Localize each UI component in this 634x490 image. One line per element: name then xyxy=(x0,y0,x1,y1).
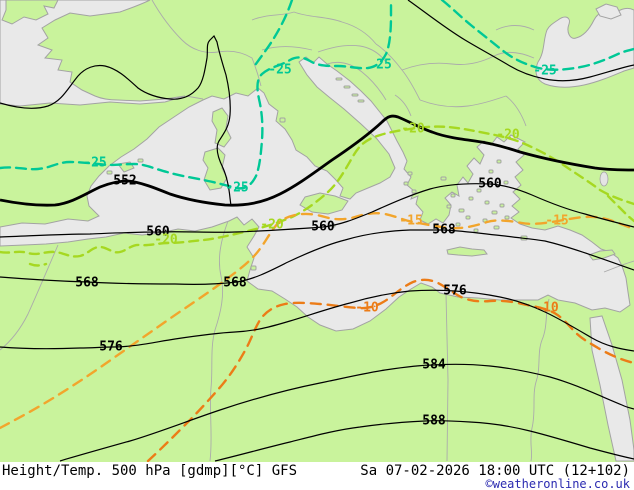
contour-label-568: 568 xyxy=(223,276,247,291)
temperature-contours xyxy=(0,0,634,462)
contour-label--25: -25 xyxy=(83,156,106,171)
contour-label-584: 584 xyxy=(422,358,446,373)
contour-label-560: 560 xyxy=(311,220,335,235)
contour-label--25: -25 xyxy=(268,63,291,78)
temp-minus10-line xyxy=(146,278,634,462)
map-canvas: 552 560 560 560 568 568 568 576 576 584 588 -25 -25 -… xyxy=(0,0,634,462)
sea-atlantic-biscay xyxy=(0,0,186,107)
contour-568 xyxy=(0,229,634,285)
island-corsica xyxy=(211,107,232,148)
contour-576 xyxy=(0,289,634,352)
temp-minus15-line xyxy=(0,212,634,430)
contour-label--20: -20 xyxy=(260,218,284,233)
contour-label-576: 576 xyxy=(443,284,467,299)
contour-label--15: -15 xyxy=(545,214,568,229)
contour-label--10: -10 xyxy=(355,301,379,316)
contour-560 xyxy=(0,183,634,238)
contour-label--20: -20 xyxy=(154,233,178,248)
contour-label-568: 568 xyxy=(75,276,99,291)
contour-label--20: -20 xyxy=(496,128,520,143)
contour-label-560: 560 xyxy=(146,225,170,240)
height-thin-lines xyxy=(0,0,634,462)
island-sicily xyxy=(299,192,349,215)
contour-588 xyxy=(214,419,634,462)
footer-bar: Height/Temp. 500 hPa [gdmp][°C] GFS Sa 0… xyxy=(0,462,634,490)
contour-label-568: 568 xyxy=(432,223,456,238)
lake-tuz xyxy=(599,171,609,187)
ionian-dalmatian-islands xyxy=(335,77,417,194)
sea-azov xyxy=(595,3,622,20)
contour-label-576: 576 xyxy=(99,340,123,355)
country-borders xyxy=(0,0,634,462)
sea-red-sea xyxy=(589,315,634,462)
chart-datetime: Sa 07-02-2026 18:00 UTC (12+102) xyxy=(360,463,630,479)
aegean-islands xyxy=(440,159,510,233)
island-sardinia xyxy=(202,147,228,191)
island-crete xyxy=(446,246,488,257)
contour-label--15: -15 xyxy=(399,214,422,229)
islands-layer xyxy=(1,0,616,271)
contour-label--25: -25 xyxy=(225,181,248,196)
height-contours xyxy=(0,0,634,462)
contour-label--10: -10 xyxy=(535,301,559,316)
island-menorca xyxy=(137,158,144,163)
contour-label-552: 552 xyxy=(113,174,136,189)
island-cyprus xyxy=(588,249,616,261)
copyright-text: ©weatheronline.co.uk xyxy=(485,477,631,490)
contour-label-25: 25 xyxy=(376,58,392,73)
contour-584 xyxy=(59,363,634,462)
contour-label-588: 588 xyxy=(422,414,446,429)
contour-544-west xyxy=(0,34,232,207)
island-england xyxy=(1,0,59,25)
contour-544-east xyxy=(407,0,634,82)
contour-label--20: -20 xyxy=(401,122,425,137)
contour-label--25: -25 xyxy=(533,64,556,79)
chart-title: Height/Temp. 500 hPa [gdmp][°C] GFS xyxy=(2,463,298,479)
island-ibiza xyxy=(106,170,113,175)
temp-minus25-lines xyxy=(0,0,634,190)
island-elba xyxy=(279,117,286,123)
island-djerba xyxy=(250,265,257,271)
weather-map: 552 560 560 560 568 568 568 576 576 584 588 -25 -25 -… xyxy=(0,0,634,462)
contour-552-thick xyxy=(0,114,634,207)
contour-labels: 552 560 560 560 568 568 568 576 576 584 588 -25 -25 -… xyxy=(75,58,568,429)
contour-label-560: 560 xyxy=(478,177,502,192)
